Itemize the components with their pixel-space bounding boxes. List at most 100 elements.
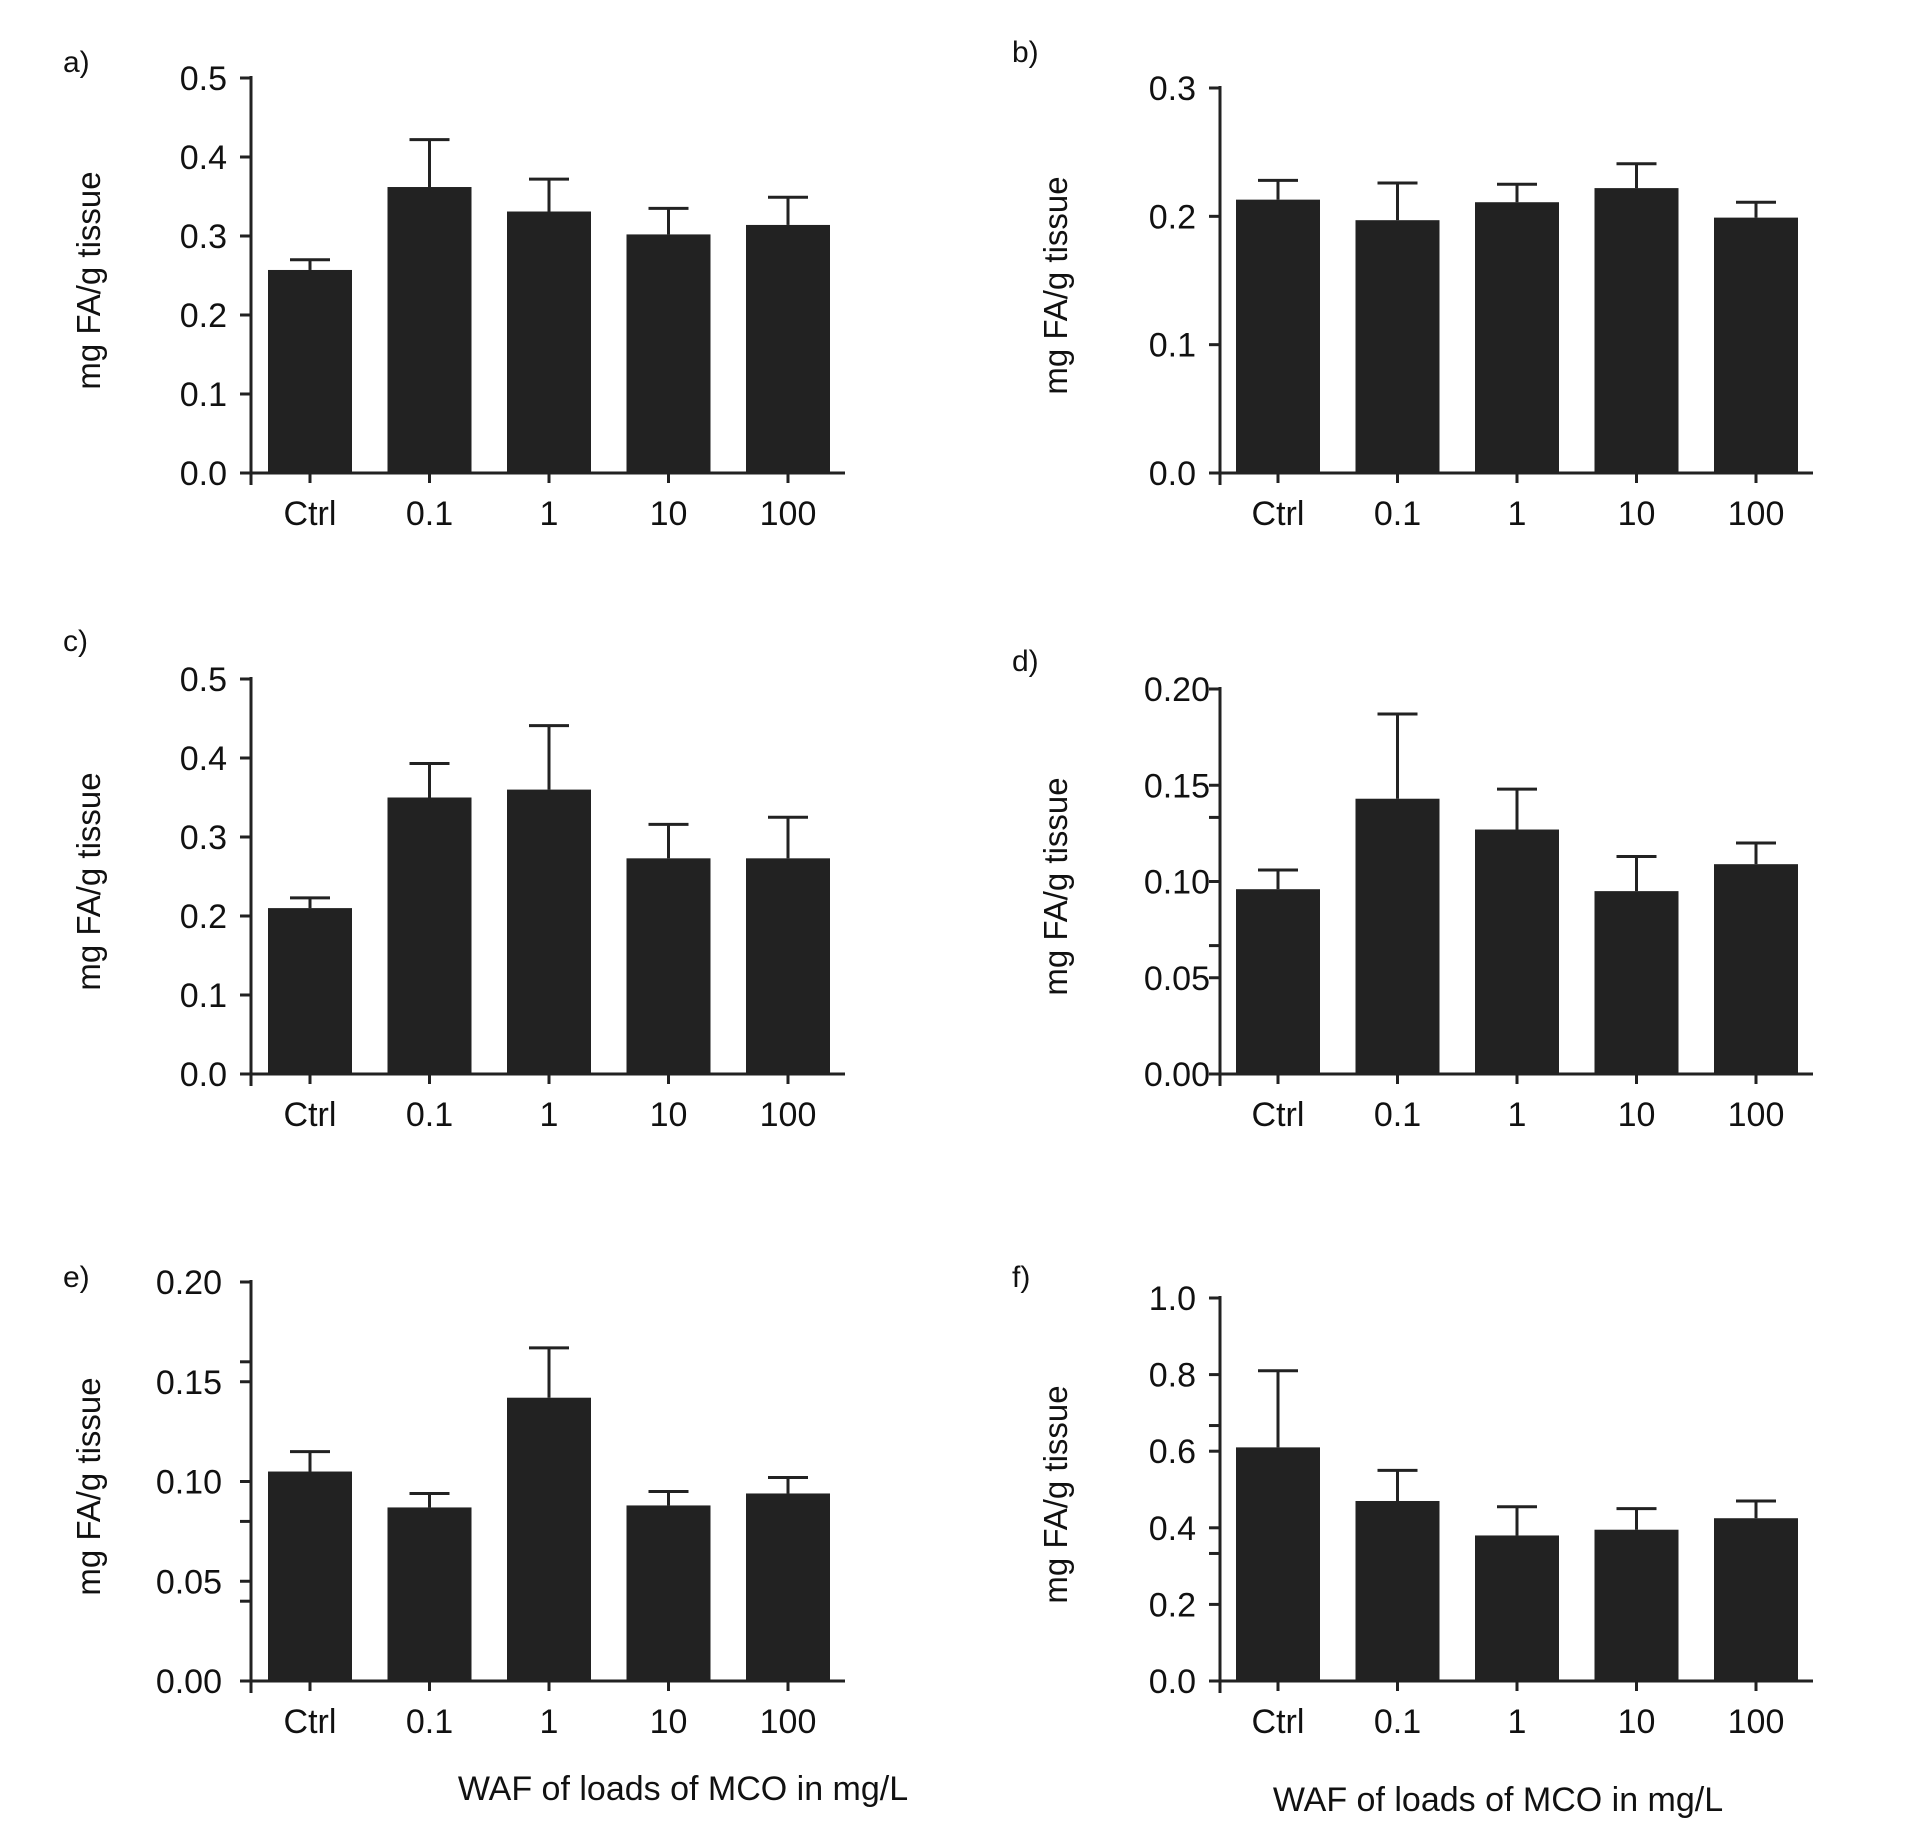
x-tick-label: 0.1 [406, 1703, 453, 1741]
y-tick-label: 0.15 [156, 1364, 222, 1402]
x-tick-label: 100 [1728, 495, 1785, 533]
y-tick-label: 0.0 [180, 1056, 227, 1094]
y-tick-label: 0.3 [180, 218, 227, 256]
y-tick-label: 0.6 [1149, 1433, 1196, 1471]
bar-100 [746, 224, 830, 473]
bar-0.1 [1355, 1500, 1440, 1681]
x-tick-label: 1 [1508, 495, 1527, 533]
y-axis-title: mg FA/g tissue [1037, 1385, 1074, 1603]
y-tick-label: 0.1 [180, 376, 227, 414]
panel-letter: c) [63, 625, 88, 658]
y-tick-label: 0.05 [156, 1563, 222, 1601]
x-tick-label: 10 [650, 1703, 688, 1741]
bar-100 [746, 858, 830, 1074]
y-tick-label: 0.2 [180, 898, 227, 936]
y-axis-title: mg FA/g tissue [70, 772, 107, 990]
y-tick-label: 0.20 [156, 1264, 222, 1302]
x-tick-label: 0.1 [1374, 495, 1421, 533]
y-tick-label: 0.2 [180, 297, 227, 335]
y-axis-title: mg FA/g tissue [1037, 777, 1074, 995]
chart-panel-a: a) mg FA/g tissue Ctrl 0.1 1 10 100 0.0 0.1 0.2 0.… [63, 46, 845, 533]
y-tick-label: 0.00 [156, 1663, 222, 1701]
x-tick-label: 10 [650, 495, 688, 533]
chart-panel-b: b) mg FA/g tissue Ctrl 0.1 1 10 100 0.0 0.1 0.2 0.… [1012, 36, 1813, 533]
y-axis-title: mg FA/g tissue [70, 1377, 107, 1595]
y-tick-label: 0.5 [180, 661, 227, 699]
y-tick-label: 1.0 [1149, 1280, 1196, 1318]
chart-panel-d: d) mg FA/g tissue Ctrl 0.1 1 10 100 0.00 0.05 0.1… [1012, 645, 1813, 1134]
y-tick-label: 0.15 [1144, 767, 1210, 805]
bar-0.1 [387, 1507, 472, 1681]
y-tick-label: 0.10 [156, 1464, 222, 1502]
bar-100 [1714, 864, 1798, 1074]
x-tick-label: 1 [540, 1703, 559, 1741]
x-tick-label: 0.1 [406, 495, 453, 533]
x-tick-label: 100 [1728, 1096, 1785, 1134]
x-tick-label: Ctrl [284, 1703, 337, 1741]
y-tick-label: 0.0 [1149, 455, 1196, 493]
x-tick-label: 10 [650, 1096, 688, 1134]
panel-letter: a) [63, 46, 90, 79]
y-tick-label: 0.0 [180, 455, 227, 493]
bar-0.1 [1355, 220, 1440, 473]
y-tick-label: 0.5 [180, 60, 227, 98]
x-tick-label: 0.1 [1374, 1703, 1421, 1741]
panel-letter: f) [1012, 1261, 1030, 1294]
bar-10 [626, 858, 711, 1074]
x-tick-label: 1 [540, 1096, 559, 1134]
x-tick-label: 10 [1618, 1096, 1656, 1134]
x-tick-label: 10 [1618, 1703, 1656, 1741]
y-tick-label: 0.2 [1149, 1586, 1196, 1624]
bar-1 [507, 1397, 591, 1681]
y-tick-label: 0.00 [1144, 1056, 1210, 1094]
y-tick-label: 0.4 [180, 740, 227, 778]
panel-letter: b) [1012, 36, 1039, 69]
chart-panel-c: c) mg FA/g tissue Ctrl 0.1 1 10 100 0.0 0.1 0.2 0.… [63, 625, 845, 1134]
bar-1 [1475, 829, 1559, 1074]
x-tick-label: Ctrl [284, 1096, 337, 1134]
x-tick-label: 100 [1728, 1703, 1785, 1741]
bar-100 [746, 1493, 830, 1681]
x-tick-label: 100 [760, 495, 817, 533]
bar-1 [507, 211, 591, 473]
y-tick-label: 0.0 [1149, 1663, 1196, 1701]
bar-1 [507, 789, 591, 1074]
bar-0.1 [387, 797, 472, 1074]
y-tick-label: 0.1 [1149, 327, 1196, 365]
x-tick-label: 0.1 [406, 1096, 453, 1134]
bar-Ctrl [1236, 199, 1320, 473]
chart-panel-e: e) mg FA/g tissue Ctrl 0.1 1 10 100 0.00 0.05 0.1… [63, 1261, 908, 1808]
bar-Ctrl [268, 1471, 352, 1681]
bar-10 [626, 234, 711, 473]
y-tick-label: 0.4 [180, 139, 227, 177]
bar-Ctrl [1236, 889, 1320, 1074]
x-tick-label: 100 [760, 1096, 817, 1134]
x-tick-label: 100 [760, 1703, 817, 1741]
y-tick-label: 0.3 [1149, 70, 1196, 108]
y-tick-label: 0.8 [1149, 1357, 1196, 1395]
bar-10 [1594, 1529, 1679, 1681]
y-tick-label: 0.20 [1144, 671, 1210, 709]
y-tick-label: 0.4 [1149, 1510, 1196, 1548]
x-tick-label: Ctrl [1252, 1703, 1305, 1741]
bar-0.1 [1355, 798, 1440, 1074]
y-axis-title: mg FA/g tissue [1037, 176, 1074, 394]
chart-panel-f: f) mg FA/g tissue Ctrl 0.1 1 10 100 0.0 0.2 0.4 0.… [1012, 1261, 1813, 1819]
x-tick-label: Ctrl [284, 495, 337, 533]
bar-1 [1475, 1535, 1559, 1681]
y-tick-label: 0.1 [180, 977, 227, 1015]
x-tick-label: 0.1 [1374, 1096, 1421, 1134]
panel-letter: d) [1012, 645, 1039, 678]
bar-10 [626, 1505, 711, 1681]
x-tick-label: 10 [1618, 495, 1656, 533]
y-axis-title: mg FA/g tissue [70, 171, 107, 389]
x-tick-label: 1 [1508, 1096, 1527, 1134]
bar-Ctrl [268, 269, 352, 473]
y-tick-label: 0.3 [180, 819, 227, 857]
x-axis-title: WAF of loads of MCO in mg/L [458, 1770, 908, 1808]
bar-100 [1714, 1518, 1798, 1681]
bar-Ctrl [1236, 1447, 1320, 1681]
x-tick-label: Ctrl [1252, 495, 1305, 533]
